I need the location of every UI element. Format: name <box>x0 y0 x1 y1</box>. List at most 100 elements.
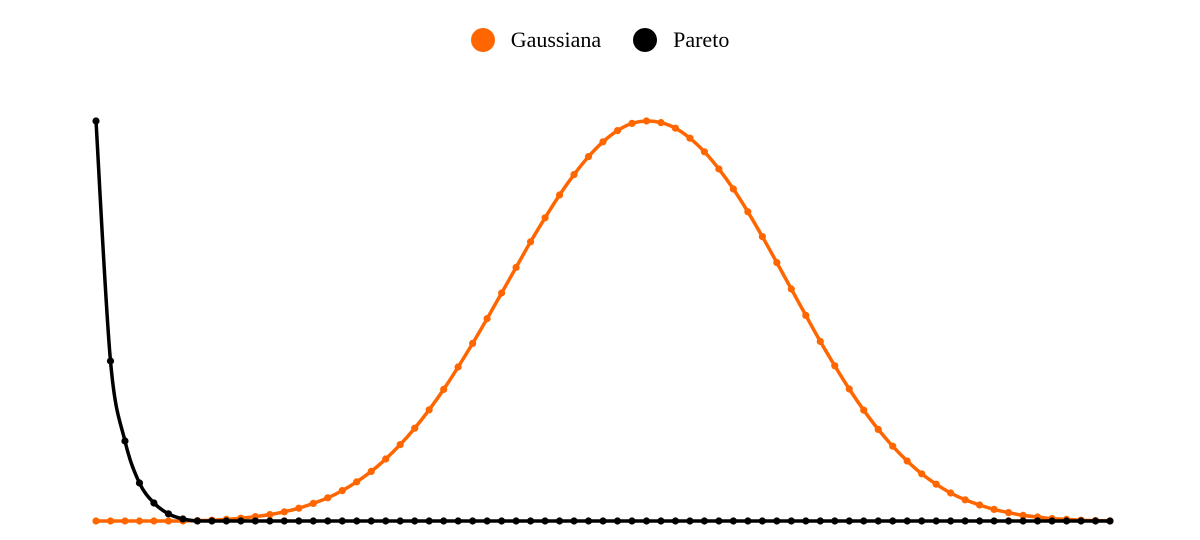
data-point-gaussiana[interactable] <box>150 517 158 525</box>
data-point-pareto[interactable] <box>295 517 303 525</box>
data-point-pareto[interactable] <box>193 517 201 525</box>
data-point-gaussiana[interactable] <box>396 441 404 449</box>
data-point-pareto[interactable] <box>715 517 723 525</box>
data-point-gaussiana[interactable] <box>889 442 897 450</box>
data-point-pareto[interactable] <box>802 517 810 525</box>
data-point-pareto[interactable] <box>903 517 911 525</box>
data-point-pareto[interactable] <box>613 517 622 525</box>
data-point-pareto[interactable] <box>1062 517 1071 525</box>
data-point-pareto[interactable] <box>309 517 317 525</box>
data-point-pareto[interactable] <box>947 517 955 525</box>
data-point-gaussiana[interactable] <box>498 289 506 297</box>
data-point-pareto[interactable] <box>251 517 259 525</box>
data-point-pareto[interactable] <box>483 517 491 525</box>
data-point-pareto[interactable] <box>816 517 824 525</box>
data-point-pareto[interactable] <box>454 517 462 525</box>
data-point-pareto[interactable] <box>961 517 969 525</box>
data-point-pareto[interactable] <box>1019 517 1027 525</box>
data-point-gaussiana[interactable] <box>164 517 173 525</box>
data-point-gaussiana[interactable] <box>860 406 868 414</box>
data-point-gaussiana[interactable] <box>613 127 622 135</box>
data-point-gaussiana[interactable] <box>92 517 100 525</box>
data-point-gaussiana[interactable] <box>266 510 274 519</box>
data-point-gaussiana[interactable] <box>570 171 578 179</box>
data-point-gaussiana[interactable] <box>541 214 549 222</box>
data-point-gaussiana[interactable] <box>628 119 636 127</box>
data-point-pareto[interactable] <box>266 517 274 525</box>
data-point-gaussiana[interactable] <box>787 285 795 293</box>
data-point-pareto[interactable] <box>237 517 245 525</box>
data-point-gaussiana[interactable] <box>135 517 144 525</box>
data-point-pareto[interactable] <box>135 479 144 487</box>
data-point-pareto[interactable] <box>512 517 520 525</box>
data-point-pareto[interactable] <box>628 517 636 525</box>
data-point-pareto[interactable] <box>758 517 766 525</box>
data-point-pareto[interactable] <box>729 517 737 525</box>
data-point-pareto[interactable] <box>179 515 187 523</box>
data-point-pareto[interactable] <box>889 517 897 525</box>
data-point-pareto[interactable] <box>642 517 651 525</box>
data-point-pareto[interactable] <box>686 517 694 525</box>
data-point-gaussiana[interactable] <box>990 505 998 513</box>
data-point-pareto[interactable] <box>150 499 158 507</box>
data-point-pareto[interactable] <box>555 517 564 525</box>
data-point-gaussiana[interactable] <box>512 263 520 271</box>
data-point-pareto[interactable] <box>932 517 940 525</box>
data-point-pareto[interactable] <box>874 517 882 525</box>
data-point-gaussiana[interactable] <box>1019 511 1027 519</box>
data-point-pareto[interactable] <box>440 517 448 525</box>
data-point-gaussiana[interactable] <box>874 425 882 433</box>
data-point-gaussiana[interactable] <box>831 362 839 370</box>
data-point-gaussiana[interactable] <box>411 424 419 432</box>
data-point-pareto[interactable] <box>425 517 433 525</box>
data-point-pareto[interactable] <box>773 517 781 525</box>
data-point-gaussiana[interactable] <box>845 385 853 393</box>
data-point-gaussiana[interactable] <box>1005 508 1013 517</box>
data-point-gaussiana[interactable] <box>106 517 115 525</box>
data-point-pareto[interactable] <box>382 517 390 525</box>
data-point-gaussiana[interactable] <box>555 191 564 199</box>
data-point-pareto[interactable] <box>208 517 216 525</box>
data-point-gaussiana[interactable] <box>671 124 680 132</box>
data-point-pareto[interactable] <box>700 517 709 525</box>
data-point-gaussiana[interactable] <box>483 315 491 323</box>
data-point-gaussiana[interactable] <box>802 311 810 319</box>
data-point-pareto[interactable] <box>1077 517 1085 525</box>
data-point-pareto[interactable] <box>469 517 477 525</box>
data-point-gaussiana[interactable] <box>657 119 665 127</box>
data-point-gaussiana[interactable] <box>729 185 737 193</box>
data-point-gaussiana[interactable] <box>584 153 593 161</box>
legend-item-pareto[interactable]: Pareto <box>633 27 729 53</box>
data-point-pareto[interactable] <box>353 517 361 525</box>
data-point-gaussiana[interactable] <box>918 470 926 478</box>
data-point-pareto[interactable] <box>845 517 853 525</box>
data-point-gaussiana[interactable] <box>932 480 940 488</box>
data-point-pareto[interactable] <box>671 517 680 525</box>
data-point-pareto[interactable] <box>1106 517 1114 525</box>
data-point-gaussiana[interactable] <box>773 259 781 267</box>
data-point-gaussiana[interactable] <box>295 504 303 512</box>
data-point-pareto[interactable] <box>396 517 404 525</box>
data-point-pareto[interactable] <box>222 517 230 525</box>
data-point-gaussiana[interactable] <box>961 496 969 504</box>
data-point-gaussiana[interactable] <box>382 455 390 463</box>
data-point-pareto[interactable] <box>121 437 129 445</box>
data-point-gaussiana[interactable] <box>947 489 955 497</box>
legend-item-gaussiana[interactable]: Gaussiana <box>470 27 601 53</box>
data-point-gaussiana[interactable] <box>526 238 535 246</box>
data-point-pareto[interactable] <box>106 357 115 365</box>
data-point-pareto[interactable] <box>526 517 535 525</box>
data-point-pareto[interactable] <box>92 117 100 125</box>
data-point-pareto[interactable] <box>860 517 868 525</box>
data-point-gaussiana[interactable] <box>338 487 346 495</box>
data-point-pareto[interactable] <box>787 517 795 525</box>
data-point-gaussiana[interactable] <box>353 478 361 486</box>
data-point-gaussiana[interactable] <box>903 457 911 465</box>
data-point-pareto[interactable] <box>164 510 173 518</box>
data-point-pareto[interactable] <box>411 517 419 525</box>
data-point-gaussiana[interactable] <box>816 337 824 345</box>
data-point-gaussiana[interactable] <box>715 165 723 173</box>
data-point-gaussiana[interactable] <box>440 385 448 393</box>
data-point-pareto[interactable] <box>367 517 375 525</box>
data-point-gaussiana[interactable] <box>324 494 332 502</box>
